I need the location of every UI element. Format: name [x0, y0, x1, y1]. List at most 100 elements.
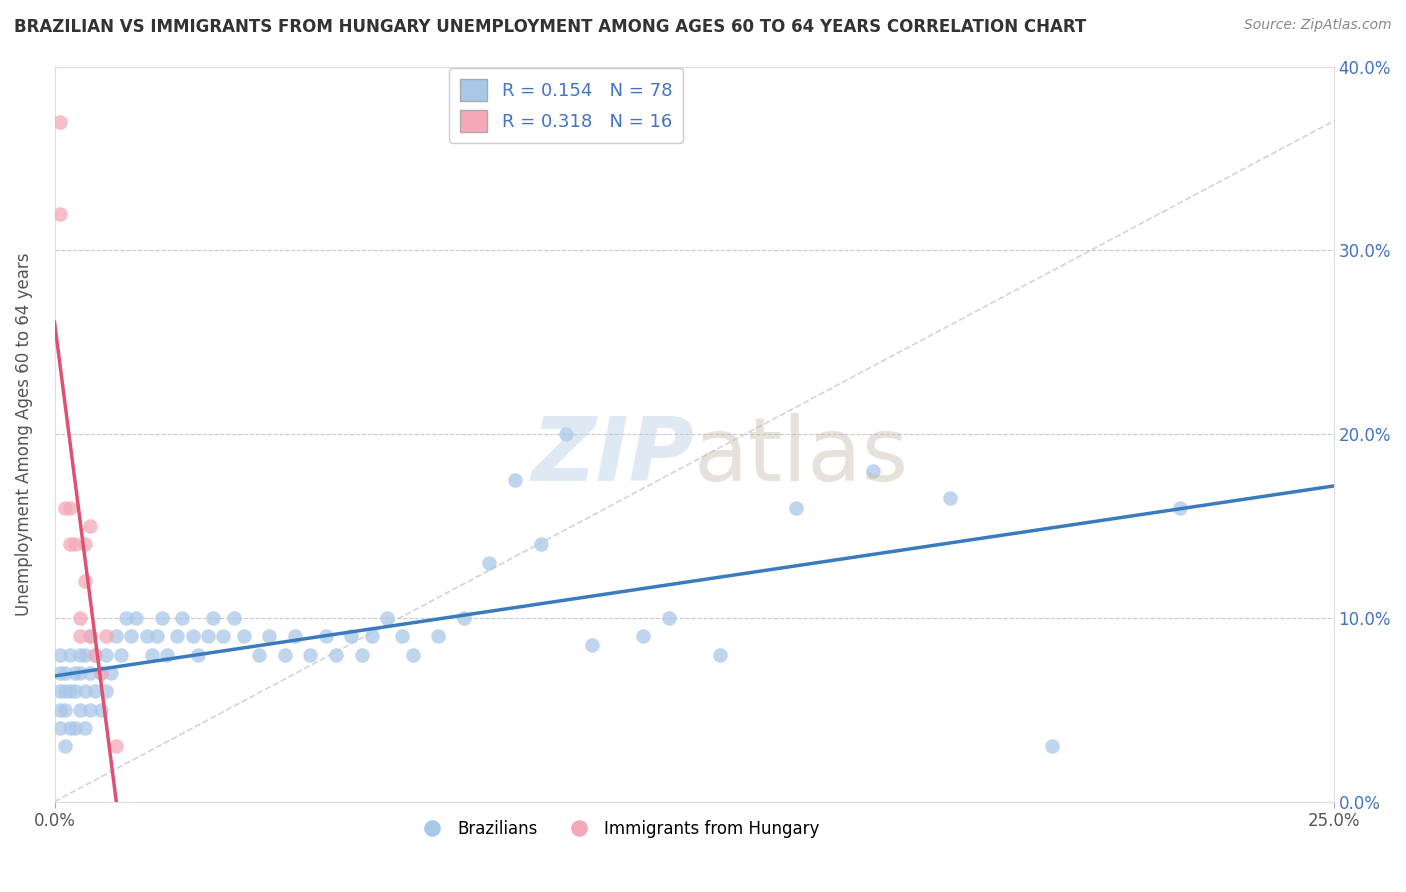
Point: [94, 648, 117, 662]
Point: [340, 629, 363, 643]
Point: [862, 464, 884, 478]
Point: [90, 665, 112, 680]
Point: [79, 703, 101, 717]
Point: [48, 114, 70, 128]
Point: [69, 629, 91, 643]
Point: [581, 639, 603, 653]
Point: [247, 648, 270, 662]
Point: [75, 574, 97, 588]
Point: [375, 611, 398, 625]
Point: [939, 491, 962, 506]
Point: [135, 629, 157, 643]
Y-axis label: Unemployment Among Ages 60 to 64 years: Unemployment Among Ages 60 to 64 years: [15, 252, 32, 615]
Point: [1168, 500, 1191, 515]
Point: [709, 648, 731, 662]
Point: [48, 684, 70, 698]
Point: [172, 611, 194, 625]
Point: [222, 611, 245, 625]
Point: [84, 648, 107, 662]
Point: [197, 629, 219, 643]
Point: [274, 648, 297, 662]
Point: [59, 500, 82, 515]
Point: [181, 629, 204, 643]
Point: [63, 684, 86, 698]
Point: [115, 611, 138, 625]
Point: [63, 537, 86, 551]
Text: Source: ZipAtlas.com: Source: ZipAtlas.com: [1244, 18, 1392, 32]
Point: [63, 665, 86, 680]
Legend: Brazilians, Immigrants from Hungary: Brazilians, Immigrants from Hungary: [409, 814, 827, 845]
Point: [350, 648, 373, 662]
Point: [69, 665, 91, 680]
Point: [53, 500, 76, 515]
Point: [79, 519, 101, 533]
Point: [53, 739, 76, 754]
Point: [48, 665, 70, 680]
Text: atlas: atlas: [695, 413, 910, 500]
Point: [125, 611, 148, 625]
Point: [146, 629, 169, 643]
Text: BRAZILIAN VS IMMIGRANTS FROM HUNGARY UNEMPLOYMENT AMONG AGES 60 TO 64 YEARS CORR: BRAZILIAN VS IMMIGRANTS FROM HUNGARY UNE…: [14, 18, 1087, 36]
Point: [299, 648, 322, 662]
Point: [427, 629, 450, 643]
Point: [657, 611, 679, 625]
Point: [402, 648, 425, 662]
Point: [84, 648, 107, 662]
Point: [59, 721, 82, 735]
Point: [48, 721, 70, 735]
Point: [59, 648, 82, 662]
Point: [48, 703, 70, 717]
Point: [75, 648, 97, 662]
Point: [187, 648, 209, 662]
Point: [529, 537, 551, 551]
Point: [104, 739, 127, 754]
Point: [69, 611, 91, 625]
Point: [110, 648, 132, 662]
Point: [75, 721, 97, 735]
Point: [100, 665, 122, 680]
Point: [59, 684, 82, 698]
Point: [53, 703, 76, 717]
Point: [202, 611, 225, 625]
Point: [94, 684, 117, 698]
Point: [75, 537, 97, 551]
Point: [53, 665, 76, 680]
Point: [90, 665, 112, 680]
Point: [79, 629, 101, 643]
Point: [48, 206, 70, 220]
Point: [555, 427, 578, 442]
Point: [478, 556, 501, 570]
Point: [69, 703, 91, 717]
Point: [325, 648, 347, 662]
Point: [104, 629, 127, 643]
Point: [391, 629, 413, 643]
Point: [212, 629, 235, 643]
Point: [79, 629, 101, 643]
Point: [90, 703, 112, 717]
Point: [59, 537, 82, 551]
Point: [156, 648, 179, 662]
Point: [284, 629, 307, 643]
Point: [1040, 739, 1063, 754]
Point: [259, 629, 281, 643]
Point: [785, 500, 807, 515]
Point: [75, 684, 97, 698]
Text: ZIP: ZIP: [531, 413, 695, 500]
Point: [120, 629, 142, 643]
Point: [84, 684, 107, 698]
Point: [69, 648, 91, 662]
Point: [631, 629, 654, 643]
Point: [360, 629, 382, 643]
Point: [94, 629, 117, 643]
Point: [48, 648, 70, 662]
Point: [79, 665, 101, 680]
Point: [141, 648, 163, 662]
Point: [53, 684, 76, 698]
Point: [453, 611, 475, 625]
Point: [166, 629, 188, 643]
Point: [315, 629, 337, 643]
Point: [503, 473, 526, 487]
Point: [150, 611, 173, 625]
Point: [63, 721, 86, 735]
Point: [232, 629, 254, 643]
